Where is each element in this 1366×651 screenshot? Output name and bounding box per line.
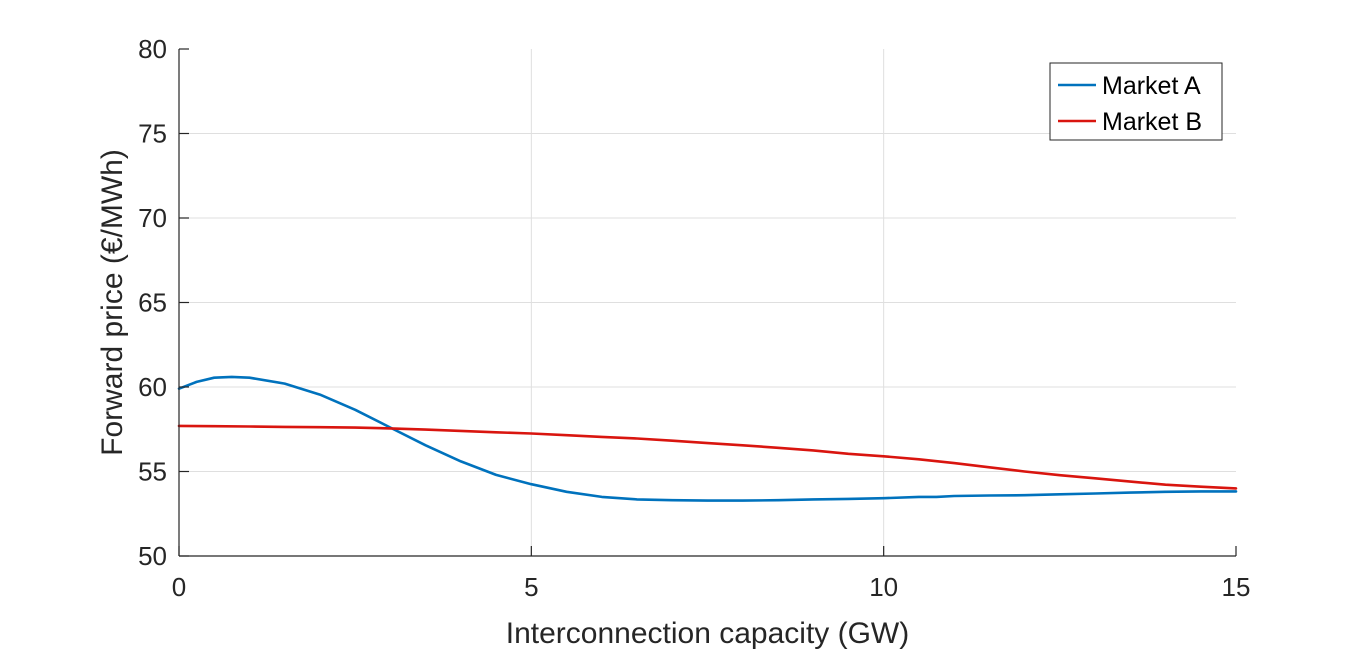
y-tick-label: 55 [138,457,167,487]
series-line-market-a [177,375,1238,502]
legend-entry-market-a: Market A [1102,72,1201,100]
y-tick-label: 60 [138,372,167,402]
grid [179,49,1236,556]
axes [178,48,1237,557]
y-tick-label: 70 [138,203,167,233]
x-tick-label: 0 [172,572,186,602]
series-lines [177,375,1238,502]
y-axis-label: Forward price (€/MWh) [96,149,129,456]
x-tick-label: 10 [869,572,898,602]
series-line-market-b [177,424,1238,490]
legend: Market A Market B [1049,62,1223,141]
y-tick-label: 75 [138,119,167,149]
x-axis-label: Interconnection capacity (GW) [506,617,910,650]
legend-entry-market-b: Market B [1102,108,1202,136]
x-tick-label: 5 [524,572,538,602]
y-tick-label: 65 [138,288,167,318]
legend-box [1049,62,1223,141]
y-tick-label: 50 [138,541,167,571]
tick-labels: 0 5 10 15 50 55 60 65 70 75 80 [138,34,1250,602]
x-tick-label: 15 [1222,572,1251,602]
y-tick-label: 80 [138,34,167,64]
